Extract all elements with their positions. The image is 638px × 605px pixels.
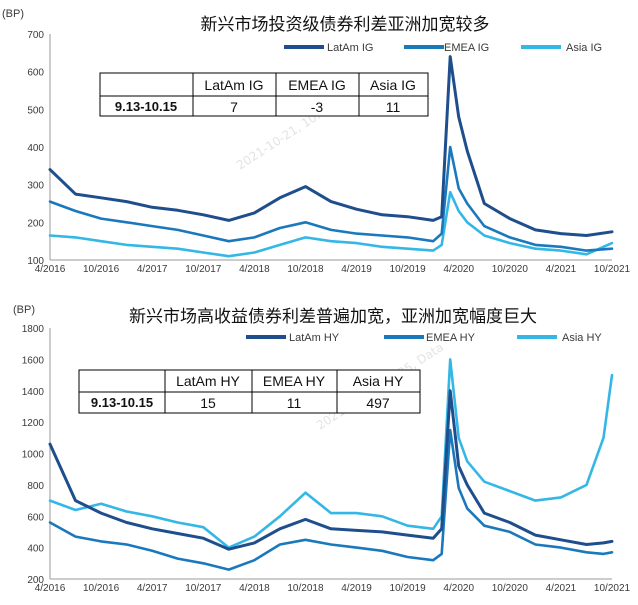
change-table: LatAm IG EMEA IG Asia IG 9.13-10.15 7 -3… (99, 72, 429, 117)
y-tick-label: 300 (27, 181, 44, 192)
legend: LatAm IG EMEA IG Asia IG (284, 42, 602, 54)
x-tick-label: 10/2021 (594, 583, 631, 594)
series-line-emea (48, 145, 614, 252)
series-lines (48, 358, 614, 571)
chart-title: 新兴市场高收益债券利差普遍加宽，亚洲加宽幅度巨大 (129, 307, 537, 327)
series-line-latam (48, 55, 614, 237)
x-tick-label: 10/2017 (185, 264, 222, 275)
y-tick-label: 1200 (22, 418, 45, 429)
legend-label: LatAm IG (327, 42, 373, 54)
legend-item-asia-hy: Asia HY (517, 332, 602, 344)
y-tick-label: 200 (27, 575, 44, 586)
x-tick-label: 4/2021 (546, 264, 577, 275)
x-tick-label: 10/2016 (83, 264, 120, 275)
x-tick-label: 10/2019 (390, 583, 427, 594)
y-tick-label: 600 (27, 68, 44, 79)
y-unit-label: (BP) (13, 304, 35, 316)
series-line-latam (48, 389, 614, 551)
y-unit-label: (BP) (2, 8, 24, 20)
x-tick-label: 4/2019 (341, 264, 372, 275)
y-tick-label: 400 (27, 143, 44, 154)
x-tick-label: 10/2016 (83, 583, 120, 594)
legend-label: LatAm HY (289, 332, 340, 344)
y-tick-label: 1000 (22, 450, 45, 461)
legend-label: Asia HY (562, 332, 602, 344)
x-tick-label: 10/2019 (390, 264, 427, 275)
series-lines (48, 55, 614, 258)
y-tick-label: 1600 (22, 355, 45, 366)
y-tick-label: 100 (27, 256, 44, 267)
y-tick-label: 500 (27, 105, 44, 116)
x-tick-label: 10/2018 (287, 264, 324, 275)
x-tick-label: 10/2020 (492, 583, 529, 594)
chart-high-yield: 新兴市场高收益债券利差普遍加宽，亚洲加宽幅度巨大 (BP) 200 400 600 8… (13, 304, 631, 594)
legend-label: Asia IG (566, 42, 602, 54)
legend-item-asia-ig: Asia IG (521, 42, 602, 54)
legend-item-latam-ig: LatAm IG (284, 42, 373, 54)
y-tick-label: 600 (27, 512, 44, 523)
x-tick-label: 4/2019 (341, 583, 372, 594)
table-cell: 11 (287, 395, 302, 411)
legend: LatAm HY EMEA HY Asia HY (246, 332, 602, 344)
x-tick-label: 10/2018 (287, 583, 324, 594)
table-cell: -3 (311, 99, 324, 115)
y-tick-label: 400 (27, 544, 44, 555)
table-cell: 497 (366, 395, 390, 411)
x-tick-label: 10/2021 (594, 264, 631, 275)
table-header: EMEA HY (263, 373, 326, 389)
y-tick-labels: 100 200 300 400 500 600 700 (27, 30, 44, 267)
series-line-asia (48, 358, 614, 549)
table-header: LatAm IG (204, 77, 263, 93)
legend-item-latam-hy: LatAm HY (246, 332, 340, 344)
table-header: Asia IG (370, 77, 416, 93)
table-cell: 11 (386, 99, 401, 115)
legend-item-emea-hy: EMEA HY (384, 332, 476, 344)
x-tick-label: 4/2020 (443, 264, 474, 275)
y-tick-label: 200 (27, 218, 44, 229)
table-row-label: 9.13-10.15 (91, 395, 153, 410)
legend-label: EMEA HY (426, 332, 476, 344)
x-tick-label: 4/2021 (546, 583, 577, 594)
x-tick-label: 4/2020 (443, 583, 474, 594)
legend-item-emea-ig: EMEA IG (404, 42, 489, 54)
change-table: LatAm HY EMEA HY Asia HY 9.13-10.15 15 1… (78, 369, 421, 414)
x-tick-labels: 4/2016 10/2016 4/2017 10/2017 4/2018 10/2018 4… (35, 583, 631, 594)
y-tick-label: 700 (27, 30, 44, 41)
x-tick-label: 4/2018 (239, 583, 270, 594)
x-tick-label: 4/2016 (35, 583, 66, 594)
y-tick-label: 1800 (22, 324, 45, 335)
x-tick-label: 10/2017 (185, 583, 222, 594)
table-header: LatAm HY (176, 373, 240, 389)
table-cell: 7 (230, 99, 238, 115)
x-tick-label: 4/2018 (239, 264, 270, 275)
table-background (99, 72, 429, 117)
table-row-label: 9.13-10.15 (115, 99, 177, 114)
series-line-asia (48, 190, 614, 258)
x-tick-label: 4/2016 (35, 264, 66, 275)
y-tick-label: 1400 (22, 387, 45, 398)
table-header: EMEA IG (288, 77, 346, 93)
series-line-emea (48, 428, 614, 571)
y-tick-label: 800 (27, 481, 44, 492)
x-tick-label: 4/2017 (137, 583, 168, 594)
x-tick-label: 10/2020 (492, 264, 529, 275)
x-tick-labels: 4/2016 10/2016 4/2017 10/2017 4/2018 10/2018 4… (35, 264, 631, 275)
x-tick-label: 4/2017 (137, 264, 168, 275)
table-header: Asia HY (353, 373, 404, 389)
table-cell: 15 (200, 395, 216, 411)
y-tick-labels: 200 400 600 800 1000 1200 1400 1600 1800 (22, 324, 45, 586)
chart-investment-grade: 新兴市场投资级债券利差亚洲加宽较多 (BP) 100 200 300 400 500 60… (2, 8, 631, 275)
legend-label: EMEA IG (444, 42, 489, 54)
chart-title: 新兴市场投资级债券利差亚洲加宽较多 (201, 15, 490, 35)
